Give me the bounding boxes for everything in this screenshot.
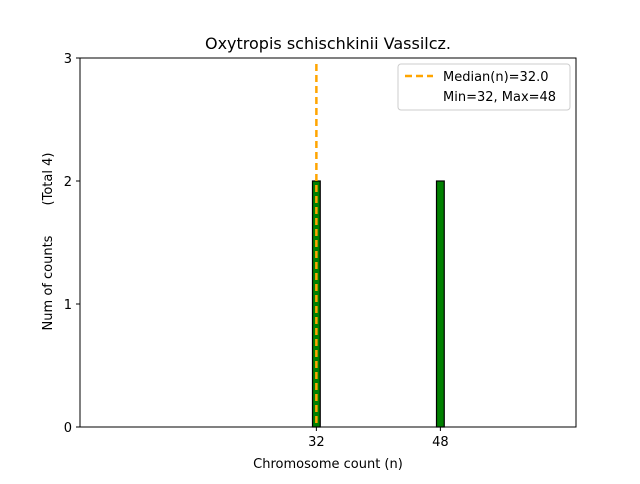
y-tick-label-1: 1 [64,298,72,313]
legend: Median(n)=32.0 Min=32, Max=48 [397,63,571,111]
x-tick-label-32: 32 [308,435,325,450]
y-axis-label: Num of counts [41,235,56,330]
x-axis-ticks: 32 48 [308,427,449,450]
histogram-bar-48 [435,180,445,428]
legend-median-label: Median(n)=32.0 [443,70,549,85]
y-tick-label-3: 3 [64,52,72,67]
legend-box [397,63,571,111]
histogram-bar-32 [311,180,321,428]
y-axis-ticks: 0 1 2 3 [64,52,80,436]
chart-title: Oxytropis schischkinii Vassilcz. [205,34,451,53]
x-tick-label-48: 48 [432,435,449,450]
legend-range-label: Min=32, Max=48 [443,90,556,105]
plot-area-frame [79,57,577,428]
y-tick-label-0: 0 [64,421,72,436]
y-axis-total-note: (Total 4) [41,153,56,206]
y-tick-label-2: 2 [64,175,72,190]
x-axis-label: Chromosome count (n) [253,457,403,472]
